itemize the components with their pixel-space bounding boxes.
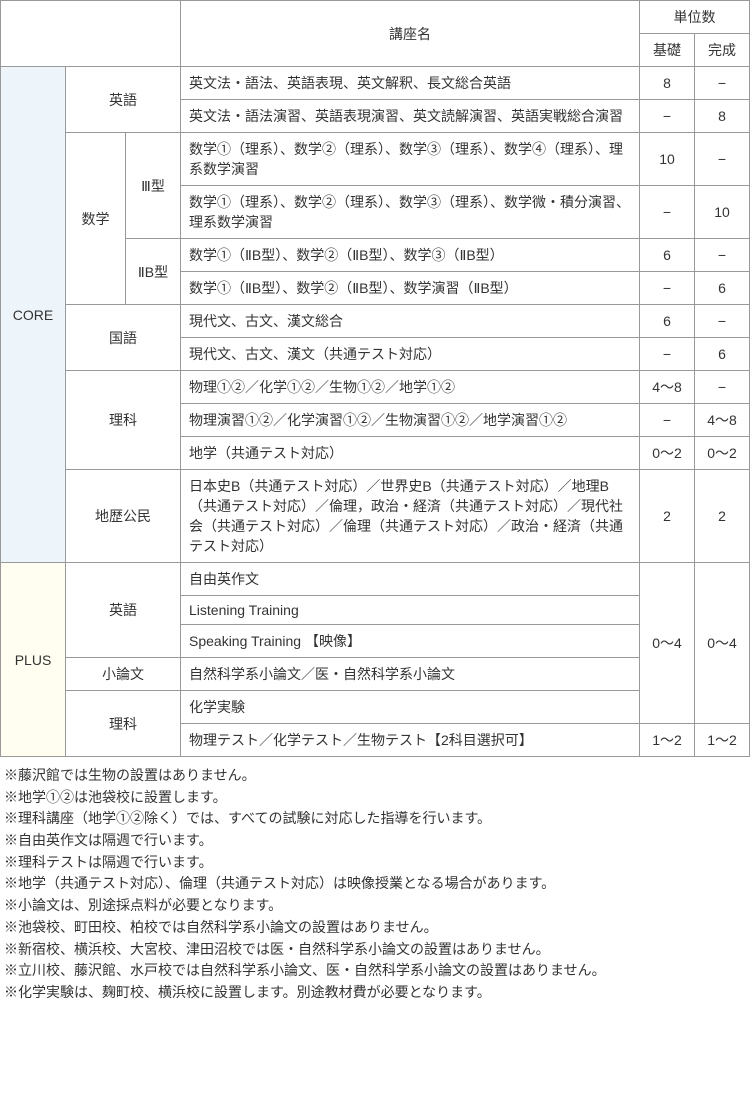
course-cell: 物理演習①②／化学演習①②／生物演習①②／地学演習①② — [181, 404, 640, 437]
table-row: PLUS 英語 自由英作文 0〜4 0〜4 — [1, 563, 750, 596]
note-item: ※藤沢館では生物の設置はありません。 — [4, 765, 746, 787]
type-3: Ⅲ型 — [126, 133, 181, 239]
credit-complete: − — [695, 67, 750, 100]
header-credits: 単位数 — [640, 1, 750, 34]
table-row: 小論文 自然科学系小論文／医・自然科学系小論文 — [1, 658, 750, 691]
note-item: ※新宿校、横浜校、大宮校、津田沼校では医・自然科学系小論文の設置はありません。 — [4, 939, 746, 961]
course-cell: 数学①（理系）、数学②（理系）、数学③（理系）、数学④（理系）、理系数学演習 — [181, 133, 640, 186]
credit-complete: − — [695, 133, 750, 186]
table-row: 地歴公民 日本史B（共通テスト対応）／世界史B（共通テスト対応）／地理B（共通テ… — [1, 470, 750, 563]
credit-complete: 8 — [695, 100, 750, 133]
table-row: 理科 物理①②／化学①②／生物①②／地学①② 4〜8 − — [1, 371, 750, 404]
course-cell: Listening Training — [181, 596, 640, 625]
course-cell: 現代文、古文、漢文（共通テスト対応） — [181, 338, 640, 371]
credit-basic: − — [640, 404, 695, 437]
header-blank — [1, 1, 181, 67]
subject-science: 理科 — [66, 371, 181, 470]
credit-complete: 6 — [695, 338, 750, 371]
credit-basic: 6 — [640, 239, 695, 272]
credit-basic: 0〜4 — [640, 563, 695, 724]
table-row: CORE 英語 英文法・語法、英語表現、英文解釈、長文総合英語 8 − — [1, 67, 750, 100]
credit-basic: 0〜2 — [640, 437, 695, 470]
course-table: 講座名 単位数 基礎 完成 CORE 英語 英文法・語法、英語表現、英文解釈、長… — [0, 0, 750, 757]
course-cell: 英文法・語法演習、英語表現演習、英文読解演習、英語実戦総合演習 — [181, 100, 640, 133]
credit-complete: 1〜2 — [695, 724, 750, 757]
credit-complete: 2 — [695, 470, 750, 563]
section-plus: PLUS — [1, 563, 66, 757]
course-cell: 自然科学系小論文／医・自然科学系小論文 — [181, 658, 640, 691]
note-item: ※理科テストは隔週で行います。 — [4, 852, 746, 874]
credit-complete: − — [695, 371, 750, 404]
subject-social: 地歴公民 — [66, 470, 181, 563]
subject-science-plus: 理科 — [66, 691, 181, 757]
course-cell: Speaking Training 【映像】 — [181, 625, 640, 658]
note-item: ※化学実験は、麹町校、横浜校に設置します。別途教材費が必要となります。 — [4, 982, 746, 1004]
subject-math: 数学 — [66, 133, 126, 305]
course-cell: 数学①（ⅡB型）、数学②（ⅡB型）、数学③（ⅡB型） — [181, 239, 640, 272]
table-row: 数学 Ⅲ型 数学①（理系）、数学②（理系）、数学③（理系）、数学④（理系）、理系… — [1, 133, 750, 186]
credit-complete: 10 — [695, 186, 750, 239]
table-row: 理科 化学実験 — [1, 691, 750, 724]
course-cell: 現代文、古文、漢文総合 — [181, 305, 640, 338]
header-basic: 基礎 — [640, 34, 695, 67]
course-cell: 化学実験 — [181, 691, 640, 724]
note-item: ※地学（共通テスト対応）、倫理（共通テスト対応）は映像授業となる場合があります。 — [4, 873, 746, 895]
credit-basic: − — [640, 100, 695, 133]
header-row-1: 講座名 単位数 — [1, 1, 750, 34]
credit-basic: 10 — [640, 133, 695, 186]
credit-basic: 2 — [640, 470, 695, 563]
credit-basic: 8 — [640, 67, 695, 100]
course-cell: 物理①②／化学①②／生物①②／地学①② — [181, 371, 640, 404]
note-item: ※地学①②は池袋校に設置します。 — [4, 787, 746, 809]
table-row: 国語 現代文、古文、漢文総合 6 − — [1, 305, 750, 338]
credit-complete: − — [695, 239, 750, 272]
note-item: ※理科講座（地学①②除く）では、すべての試験に対応した指導を行います。 — [4, 808, 746, 830]
course-cell: 英文法・語法、英語表現、英文解釈、長文総合英語 — [181, 67, 640, 100]
credit-basic: − — [640, 272, 695, 305]
subject-english: 英語 — [66, 67, 181, 133]
credit-complete: 4〜8 — [695, 404, 750, 437]
note-item: ※小論文は、別途採点料が必要となります。 — [4, 895, 746, 917]
credit-basic: 6 — [640, 305, 695, 338]
credit-complete: 0〜2 — [695, 437, 750, 470]
notes-section: ※藤沢館では生物の設置はありません。 ※地学①②は池袋校に設置します。 ※理科講… — [0, 757, 750, 1012]
subject-essay: 小論文 — [66, 658, 181, 691]
credit-basic: 4〜8 — [640, 371, 695, 404]
course-cell: 自由英作文 — [181, 563, 640, 596]
credit-complete: 6 — [695, 272, 750, 305]
course-cell: 数学①（ⅡB型）、数学②（ⅡB型）、数学演習（ⅡB型） — [181, 272, 640, 305]
credit-basic: − — [640, 338, 695, 371]
section-core: CORE — [1, 67, 66, 563]
course-cell: 数学①（理系）、数学②（理系）、数学③（理系）、数学微・積分演習、理系数学演習 — [181, 186, 640, 239]
subject-japanese: 国語 — [66, 305, 181, 371]
subject-english-plus: 英語 — [66, 563, 181, 658]
header-complete: 完成 — [695, 34, 750, 67]
course-cell: 日本史B（共通テスト対応）／世界史B（共通テスト対応）／地理B（共通テスト対応）… — [181, 470, 640, 563]
credit-complete: 0〜4 — [695, 563, 750, 724]
note-item: ※自由英作文は隔週で行います。 — [4, 830, 746, 852]
credit-basic: 1〜2 — [640, 724, 695, 757]
note-item: ※池袋校、町田校、柏校では自然科学系小論文の設置はありません。 — [4, 917, 746, 939]
header-course-name: 講座名 — [181, 1, 640, 67]
type-2b: ⅡB型 — [126, 239, 181, 305]
credit-basic: − — [640, 186, 695, 239]
credit-complete: − — [695, 305, 750, 338]
course-cell: 地学（共通テスト対応） — [181, 437, 640, 470]
note-item: ※立川校、藤沢館、水戸校では自然科学系小論文、医・自然科学系小論文の設置はありま… — [4, 960, 746, 982]
course-cell: 物理テスト／化学テスト／生物テスト【2科目選択可】 — [181, 724, 640, 757]
